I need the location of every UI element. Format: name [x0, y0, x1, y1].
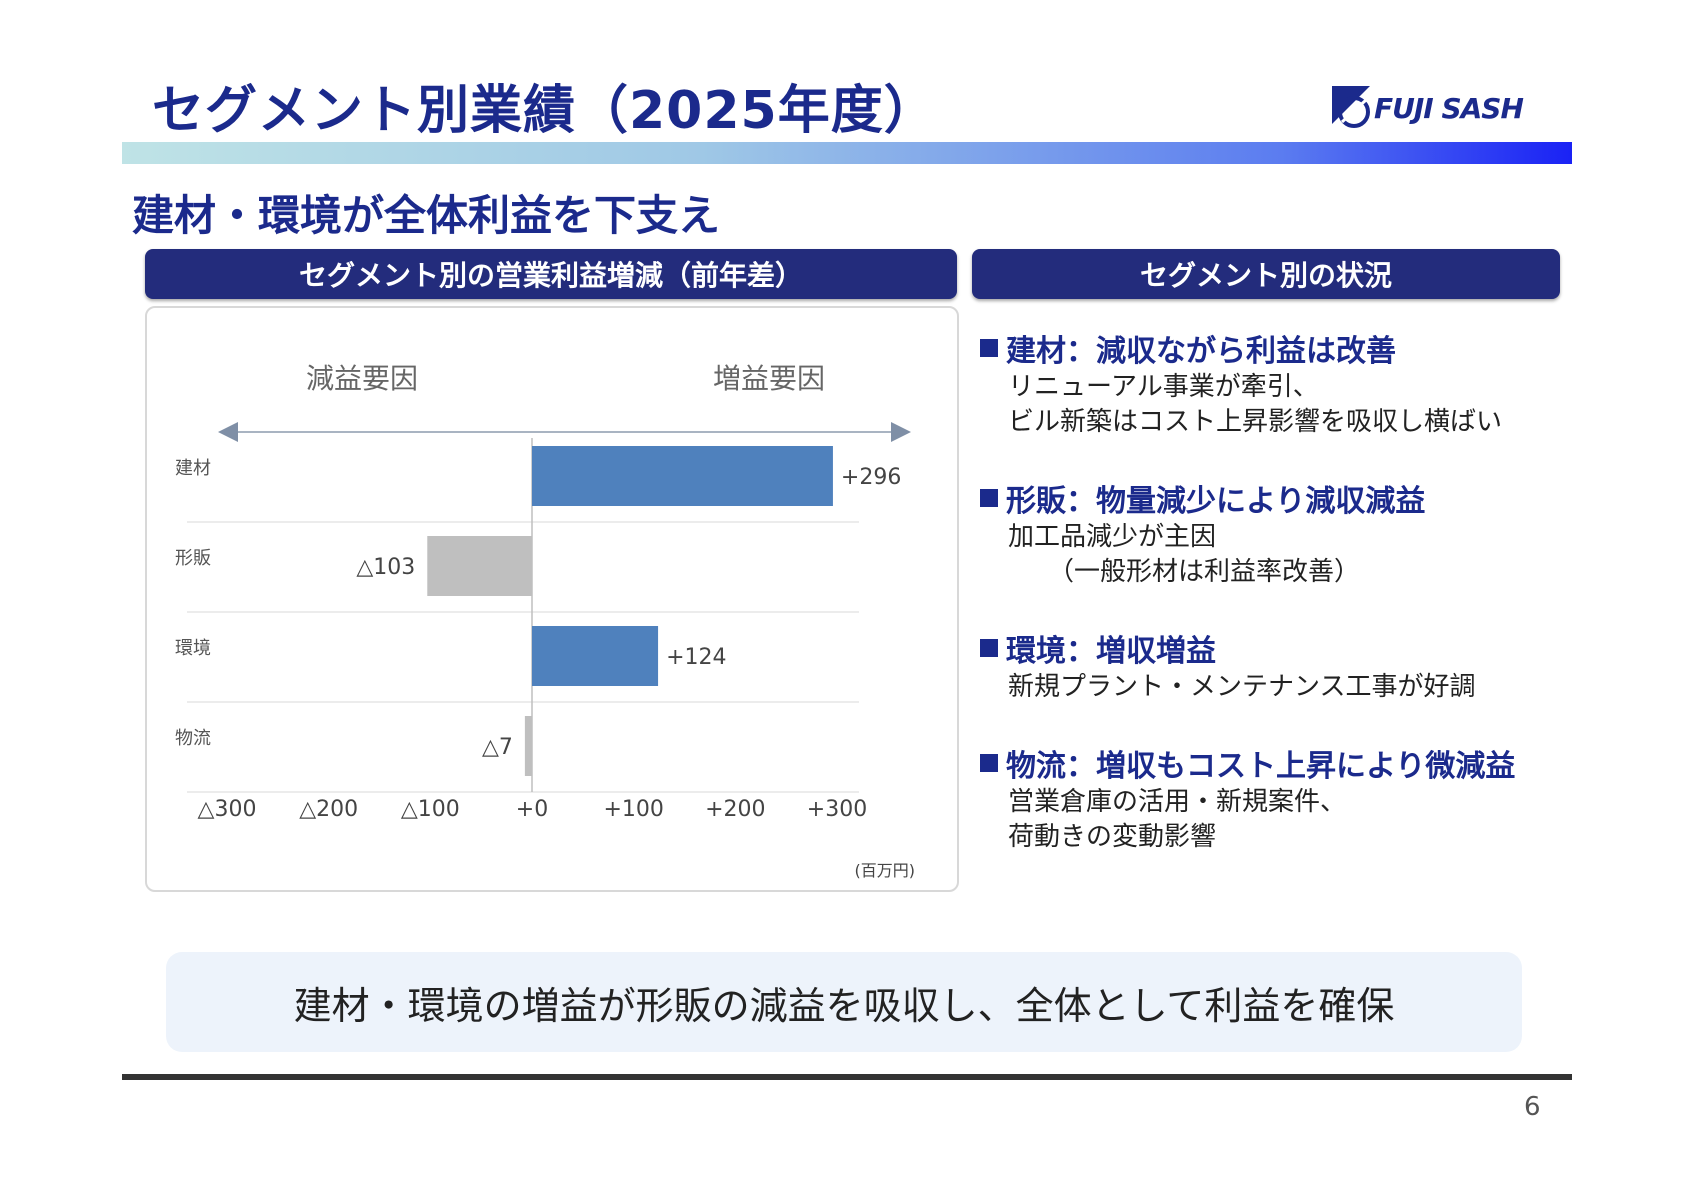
data-label: △103	[356, 555, 415, 580]
segment-status-body: 営業倉庫の活用・新規案件、 荷動きの変動影響	[980, 785, 1580, 855]
segment-status-line: 荷動きの変動影響	[1008, 822, 1217, 852]
category-label: 環境	[175, 638, 211, 659]
segment-profit-chart: 減益要因 増益要因 建材 +296 形販 △103 環境 +124 物流 △7 △300 △20…	[175, 362, 916, 880]
segment-status-line: ビル新築はコスト上昇影響を吸収し横ばい	[1008, 407, 1503, 437]
x-tick-label: △100	[401, 797, 460, 822]
x-tick-label: △300	[198, 797, 257, 822]
bar-建材	[532, 446, 833, 506]
segment-status-title: 形販：物量減少により減収減益	[980, 476, 1580, 520]
segment-status-item: 建材：減収ながら利益は改善 リニューアル事業が牽引、ビル新築はコスト上昇影響を吸収…	[980, 326, 1580, 440]
data-label: △7	[482, 735, 513, 760]
page-subtitle: 建材・環境が全体利益を下支え	[132, 191, 721, 240]
segment-status-list: 建材：減収ながら利益は改善 リニューアル事業が牽引、ビル新築はコスト上昇影響を吸収…	[980, 326, 1580, 891]
page-number: 6	[1524, 1092, 1541, 1122]
data-label: +124	[666, 645, 726, 670]
x-tick-label: +0	[516, 797, 548, 822]
footer-divider	[122, 1074, 1572, 1080]
company-logo: FUJI SASH	[1330, 84, 1530, 132]
segment-status-title-text: 物流：増収もコスト上昇により微減益	[1006, 749, 1516, 784]
bar-物流	[524, 716, 532, 776]
segment-status-body: 新規プラント・メンテナンス工事が好調	[980, 670, 1580, 705]
x-tick-label: +200	[705, 797, 765, 822]
segment-status-title: 物流：増収もコスト上昇により微減益	[980, 741, 1580, 785]
increase-factor-label: 増益要因	[713, 362, 825, 395]
bar-環境	[532, 626, 659, 686]
bullet-square-icon	[980, 489, 998, 507]
bullet-square-icon	[980, 639, 998, 657]
status-panel-header: セグメント別の状況	[972, 249, 1560, 299]
segment-status-title-text: 形販：物量減少により減収減益	[1006, 484, 1426, 519]
x-tick-label: +300	[807, 797, 867, 822]
page-title: セグメント別業績（2025年度）	[152, 81, 937, 141]
segment-status-item: 形販：物量減少により減収減益 加工品減少が主因 （一般形材は利益率改善）	[980, 476, 1580, 590]
data-label: +296	[841, 465, 901, 490]
segment-status-line: （一般形材は利益率改善）	[1048, 557, 1361, 587]
segment-status-body: リニューアル事業が牽引、ビル新築はコスト上昇影響を吸収し横ばい	[980, 370, 1580, 440]
logo-mark-icon	[1332, 86, 1370, 128]
segment-status-title: 建材：減収ながら利益は改善	[980, 326, 1580, 370]
decrease-factor-label: 減益要因	[306, 362, 418, 395]
segment-status-title: 環境：増収増益	[980, 626, 1580, 670]
logo-text: FUJI SASH	[1374, 92, 1524, 125]
segment-status-item: 環境：増収増益 新規プラント・メンテナンス工事が好調	[980, 626, 1580, 705]
segment-status-title-text: 環境：増収増益	[1006, 634, 1216, 669]
chart-container: 減益要因 増益要因 建材 +296 形販 △103 環境 +124 物流 △7 △300 △20…	[145, 306, 959, 892]
x-tick-label: △200	[299, 797, 358, 822]
chart-panel-header: セグメント別の営業利益増減（前年差）	[145, 249, 957, 299]
segment-status-line: 加工品減少が主因	[1008, 522, 1217, 552]
segment-status-body: 加工品減少が主因 （一般形材は利益率改善）	[980, 520, 1580, 590]
segment-status-line: 営業倉庫の活用・新規案件、	[1008, 787, 1347, 817]
bullet-square-icon	[980, 339, 998, 357]
category-label: 形販	[175, 548, 211, 569]
bullet-square-icon	[980, 754, 998, 772]
segment-status-line: リニューアル事業が牽引、	[1008, 372, 1319, 402]
title-underline-band	[122, 142, 1572, 164]
bar-形販	[427, 536, 532, 596]
x-tick-label: +100	[603, 797, 663, 822]
segment-status-item: 物流：増収もコスト上昇により微減益 営業倉庫の活用・新規案件、 荷動きの変動影響	[980, 741, 1580, 855]
segment-status-line: 新規プラント・メンテナンス工事が好調	[1008, 672, 1476, 702]
category-label: 物流	[175, 728, 211, 749]
conclusion-box: 建材・環境の増益が形販の減益を吸収し、全体として利益を確保	[166, 952, 1522, 1052]
category-label: 建材	[175, 458, 211, 479]
segment-status-title-text: 建材：減収ながら利益は改善	[1006, 334, 1396, 369]
unit-label: (百万円)	[855, 861, 916, 880]
